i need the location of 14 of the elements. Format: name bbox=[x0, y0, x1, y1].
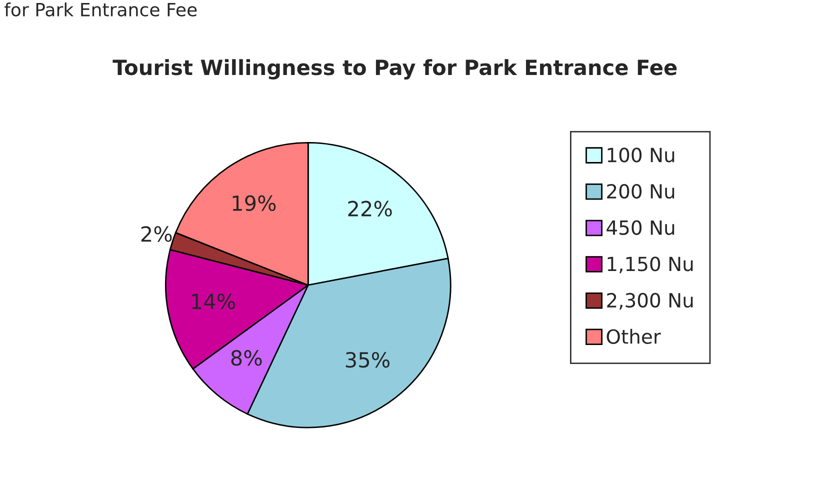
legend-label: 450 Nu bbox=[606, 220, 674, 235]
data-label: 14% bbox=[192, 294, 235, 310]
data-label: 19% bbox=[232, 195, 276, 212]
data-label: 22% bbox=[348, 200, 392, 217]
data-label: 2% bbox=[141, 226, 172, 242]
legend-label: 1,150 Nu bbox=[608, 256, 693, 274]
legend-label: 2,300 Nu bbox=[607, 292, 693, 310]
chart-title: Tourist Willingness to Pay for Park Entrance Fee bbox=[112, 59, 677, 80]
legend-label: Other bbox=[606, 328, 661, 344]
data-label: 35% bbox=[346, 352, 390, 368]
legend-label: 200 Nu bbox=[607, 184, 674, 199]
legend-label: 100 Nu bbox=[608, 148, 674, 162]
text: for Park Entrance Fee bbox=[4, 2, 197, 16]
data-label: 8% bbox=[231, 350, 262, 366]
